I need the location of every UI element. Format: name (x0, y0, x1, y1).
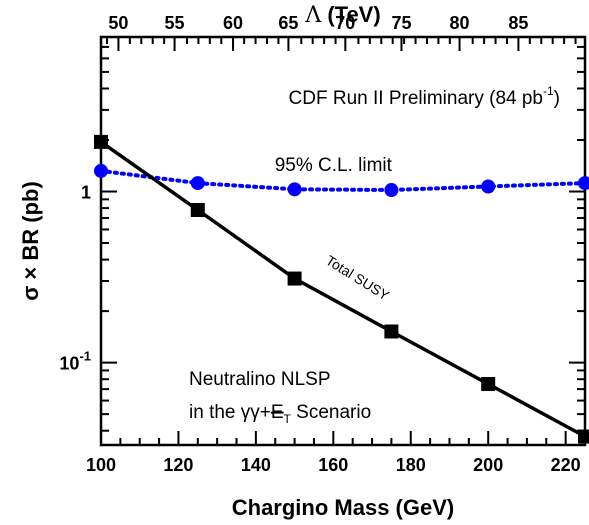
susy-marker (190, 202, 205, 217)
scenario-line-2: in the γγ+ET Scenario (189, 402, 371, 426)
total-susy-label: Total SUSY (323, 252, 393, 304)
experiment-text: CDF Run II Preliminary (84 pb (289, 88, 543, 109)
top-tick-label: 75 (391, 13, 411, 33)
experiment-superscript: -1 (543, 84, 554, 98)
limit-marker (578, 176, 589, 191)
experiment-label: CDF Run II Preliminary (84 pb-1) (289, 84, 560, 109)
top-tick-label: 55 (165, 13, 185, 33)
top-tick-label: 70 (335, 13, 355, 33)
x-tick-label: 160 (318, 455, 348, 475)
susy-marker (287, 271, 302, 286)
top-tick-label: 50 (108, 13, 128, 33)
limit-marker (481, 179, 496, 194)
x-tick-label: 180 (396, 455, 426, 475)
susy-marker (481, 376, 496, 391)
x-tick-label: 140 (241, 455, 271, 475)
top-tick-label: 80 (450, 13, 470, 33)
top-tick-label: 60 (223, 13, 243, 33)
x-axis-title: Chargino Mass (GeV) (232, 495, 454, 520)
susy-marker (578, 429, 589, 444)
x-tick-label: 100 (86, 455, 116, 475)
lambda-symbol: Λ (304, 3, 322, 28)
limit-marker (287, 182, 302, 197)
x-tick-label: 120 (163, 455, 193, 475)
limit-marker (190, 176, 205, 191)
limit-marker (384, 183, 399, 198)
experiment-close: ) (554, 88, 560, 109)
top-axis-unit: (TeV) (321, 2, 380, 27)
y-axis-title: σ × BR (pb) (18, 181, 43, 301)
series-line-1 (99, 140, 586, 439)
x-tick-label: 220 (551, 455, 581, 475)
scenario-pre: in the γγ+ (189, 402, 271, 423)
series-line-0 (99, 168, 587, 193)
met-subscript: T (284, 412, 292, 426)
scenario-post: Scenario (291, 402, 371, 423)
limit-label: 95% C.L. limit (275, 155, 393, 176)
top-axis-title: Λ (TeV) (304, 2, 380, 28)
x-tick-label: 200 (473, 455, 503, 475)
top-tick-label: 65 (278, 13, 298, 33)
met-symbol: E (271, 402, 284, 423)
susy-marker (94, 134, 108, 149)
scenario-line-1: Neutralino NLSP (189, 369, 331, 390)
limit-marker (94, 163, 108, 178)
plot-frame (99, 35, 587, 447)
y-tick-label: 1 (81, 183, 91, 203)
y-tick-label: 10-1 (59, 349, 91, 374)
top-tick-label: 85 (508, 13, 528, 33)
susy-marker (384, 324, 399, 339)
